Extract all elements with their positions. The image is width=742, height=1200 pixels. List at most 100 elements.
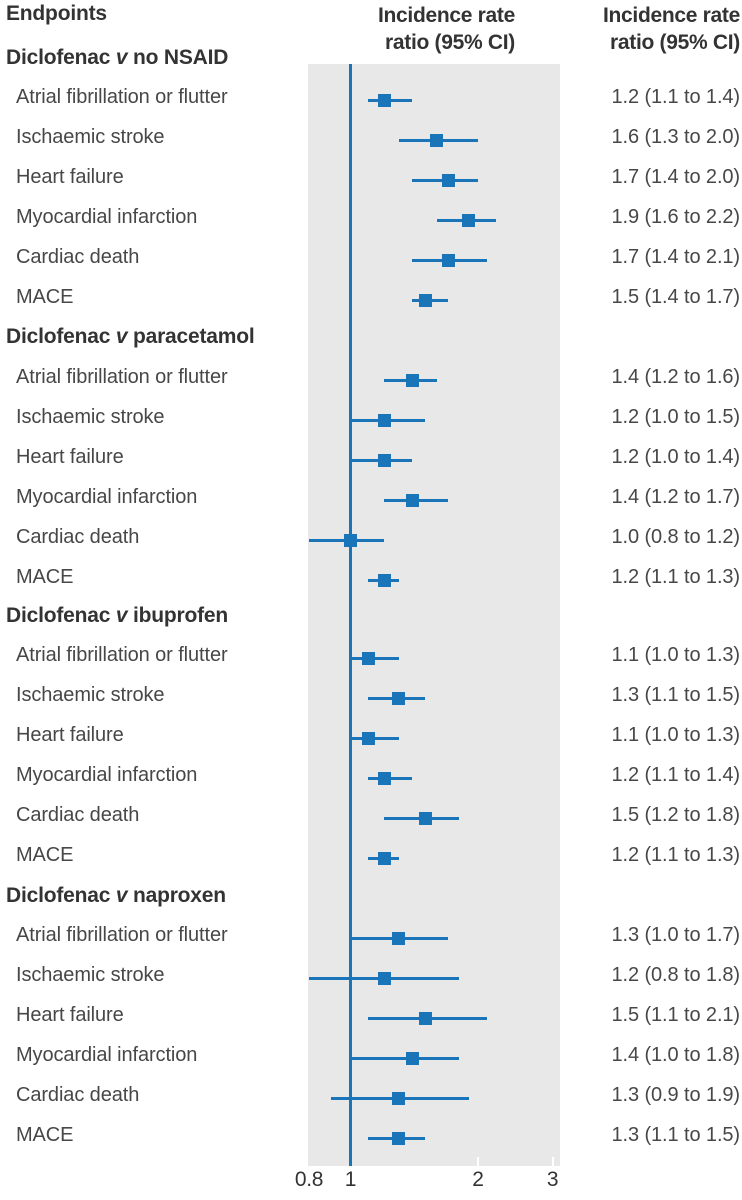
effect-estimate-value: 1.4 (1.2 to 1.7) [611,486,741,508]
effect-estimate-value: 1.2 (1.1 to 1.3) [611,566,741,588]
effect-estimate-value: 1.2 (1.0 to 1.5) [611,406,741,428]
axis-tick-reference [349,1157,352,1166]
point-estimate-marker [361,651,375,665]
axis-tick-label: 1 [344,1168,357,1191]
point-estimate-marker [392,931,406,945]
endpoint-label: MACE [16,844,74,866]
point-estimate-marker [405,1051,419,1065]
endpoint-label: Heart failure [16,724,124,746]
header-endpoints: Endpoints [6,2,107,25]
effect-estimate-value: 1.2 (1.0 to 1.4) [611,446,741,468]
effect-estimate-value: 1.2 (0.8 to 1.8) [611,964,741,986]
endpoint-label: Atrial fibrillation or flutter [16,366,228,388]
confidence-interval-line [350,737,399,740]
endpoint-label: Cardiac death [16,526,140,548]
endpoint-label: Ischaemic stroke [16,964,165,986]
versus-abbrev: v [115,46,128,69]
endpoint-label: MACE [16,1124,74,1146]
point-estimate-marker [392,1091,406,1105]
endpoint-label: Cardiac death [16,804,140,826]
confidence-interval-line [350,657,399,660]
effect-estimate-value: 1.7 (1.4 to 2.0) [611,166,741,188]
group-heading: Diclofenac v ibuprofen [6,604,228,627]
null-reference-line [349,64,352,1166]
axis-tick [477,1157,479,1166]
header-value-line2: ratio (95% CI) [610,31,740,54]
header-value-column: Incidence rate ratio (95% CI) [540,2,740,56]
endpoint-label: Myocardial infarction [16,1044,198,1066]
endpoint-label: Atrial fibrillation or flutter [16,86,228,108]
point-estimate-marker [462,213,476,227]
table-header: Endpoints Incidence rate ratio (95% CI) … [0,0,742,58]
effect-estimate-value: 1.3 (1.1 to 1.5) [611,1124,741,1146]
effect-estimate-value: 1.2 (1.1 to 1.4) [611,86,741,108]
effect-estimate-value: 1.7 (1.4 to 2.1) [611,246,741,268]
effect-estimate-value: 1.6 (1.3 to 2.0) [611,126,741,148]
endpoint-label: Myocardial infarction [16,206,198,228]
endpoint-label: Myocardial infarction [16,486,198,508]
endpoint-label: Ischaemic stroke [16,126,165,148]
versus-abbrev: v [115,884,128,907]
header-value-line1: Incidence rate [602,4,740,27]
effect-estimate-value: 1.1 (1.0 to 1.3) [611,644,741,666]
effect-estimate-value: 1.4 (1.0 to 1.8) [611,1044,741,1066]
effect-estimate-value: 1.1 (1.0 to 1.3) [611,724,741,746]
endpoint-label: MACE [16,286,74,308]
effect-estimate-value: 1.5 (1.2 to 1.8) [611,804,741,826]
endpoint-label: Ischaemic stroke [16,684,165,706]
endpoint-label: MACE [16,566,74,588]
point-estimate-marker [377,851,391,865]
effect-estimate-value: 1.4 (1.2 to 1.6) [611,366,741,388]
endpoint-label: Atrial fibrillation or flutter [16,924,228,946]
group-heading: Diclofenac v no NSAID [6,46,229,69]
axis-tick-label: 3 [546,1168,559,1191]
point-estimate-marker [405,373,419,387]
effect-estimate-value: 1.0 (0.8 to 1.2) [611,526,741,548]
header-plot-line2: ratio (95% CI) [385,31,515,54]
effect-estimate-value: 1.5 (1.1 to 2.1) [611,1004,741,1026]
endpoint-label: Myocardial infarction [16,764,198,786]
plot-area-background [308,64,560,1166]
endpoint-label: Heart failure [16,166,124,188]
point-estimate-marker [418,1011,432,1025]
endpoint-label: Cardiac death [16,246,140,268]
endpoint-label: Cardiac death [16,1084,140,1106]
endpoint-label: Ischaemic stroke [16,406,165,428]
endpoint-label: Heart failure [16,1004,124,1026]
endpoint-label: Atrial fibrillation or flutter [16,644,228,666]
effect-estimate-value: 1.2 (1.1 to 1.4) [611,764,741,786]
effect-estimate-value: 1.3 (1.0 to 1.7) [611,924,741,946]
point-estimate-marker [418,811,432,825]
point-estimate-marker [392,1131,406,1145]
axis-tick [551,1157,554,1166]
confidence-interval-line [350,1057,459,1060]
effect-estimate-value: 1.5 (1.4 to 1.7) [611,286,741,308]
point-estimate-marker [377,573,391,587]
point-estimate-marker [418,293,432,307]
point-estimate-marker [377,971,391,985]
point-estimate-marker [377,413,391,427]
effect-estimate-value: 1.9 (1.6 to 2.2) [611,206,741,228]
group-heading: Diclofenac v naproxen [6,884,226,907]
versus-abbrev: v [115,604,128,627]
header-plot-column: Incidence rate ratio (95% CI) [300,2,515,56]
header-plot-line1: Incidence rate [377,4,515,27]
effect-estimate-value: 1.3 (0.9 to 1.9) [611,1084,741,1106]
point-estimate-marker [392,691,406,705]
point-estimate-marker [377,453,391,467]
point-estimate-marker [344,533,357,547]
point-estimate-marker [361,731,375,745]
versus-abbrev: v [115,325,128,348]
effect-estimate-value: 1.3 (1.1 to 1.5) [611,684,741,706]
point-estimate-marker [405,493,419,507]
point-estimate-marker [377,93,391,107]
point-estimate-marker [430,133,444,147]
point-estimate-marker [441,173,455,187]
group-heading: Diclofenac v paracetamol [6,325,255,348]
endpoint-label: Heart failure [16,446,124,468]
effect-estimate-value: 1.2 (1.1 to 1.3) [611,844,741,866]
axis-tick-label: 0.8 [294,1168,324,1191]
point-estimate-marker [441,253,455,267]
axis-tick-label: 2 [472,1168,484,1191]
